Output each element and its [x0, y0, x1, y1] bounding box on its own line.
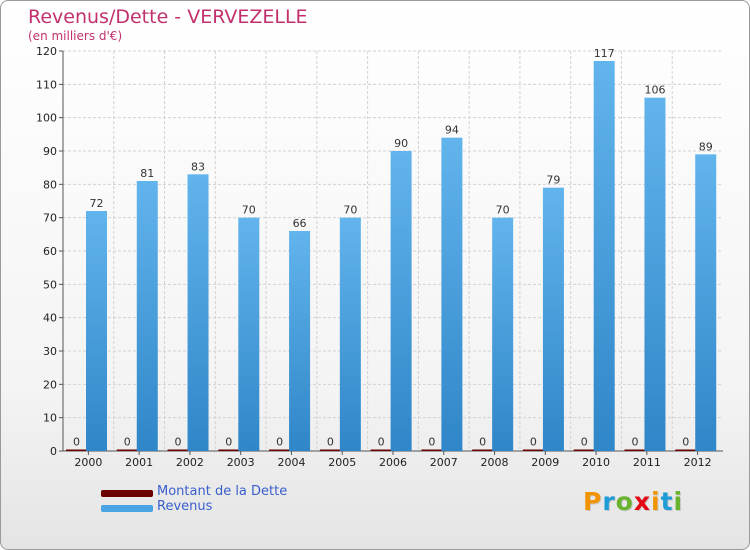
- data-label-revenus: 70: [343, 204, 357, 217]
- x-tick-label: 2003: [227, 456, 255, 469]
- y-tick-label: 120: [36, 45, 57, 58]
- y-tick-label: 100: [36, 112, 57, 125]
- x-tick-label: 2010: [582, 456, 610, 469]
- data-label-revenus: 90: [394, 137, 408, 150]
- data-label-dette: 0: [479, 436, 486, 449]
- data-label-dette: 0: [378, 436, 385, 449]
- y-tick-label: 10: [43, 412, 57, 425]
- bar-dette: [522, 449, 544, 451]
- legend-label-revenus: Revenus: [157, 499, 213, 514]
- bar-revenus: [441, 137, 463, 451]
- x-tick-label: 2011: [633, 456, 661, 469]
- data-label-revenus: 72: [90, 197, 104, 210]
- data-label-revenus: 79: [546, 174, 560, 187]
- proxiti-logo: Proxiti: [583, 487, 683, 516]
- data-labels: 0 72 0 81 0 83 0 70 0 66 0 70 0 90 0 94 0 70 0 79 0 117 0 106 0 8…: [73, 47, 713, 449]
- y-tick-label: 50: [43, 278, 57, 291]
- y-tick-label: 40: [43, 312, 57, 325]
- y-tick-label: 110: [36, 78, 57, 91]
- bar-dette: [116, 449, 138, 451]
- x-tick-label: 2005: [328, 456, 356, 469]
- x-tick-label: 2004: [277, 456, 305, 469]
- y-tick-label: 90: [43, 145, 57, 158]
- logo-letter: i: [673, 487, 684, 516]
- bar-dette: [167, 449, 189, 451]
- bar-revenus: [593, 61, 615, 451]
- bar-revenus: [289, 231, 311, 451]
- bar-revenus: [492, 217, 514, 451]
- data-label-revenus: 89: [699, 140, 713, 153]
- data-label-dette: 0: [631, 436, 638, 449]
- x-tick-label: 2001: [125, 456, 153, 469]
- x-tick-label: 2002: [176, 456, 204, 469]
- bar-dette: [370, 449, 392, 451]
- x-tick-label: 2006: [379, 456, 407, 469]
- data-label-revenus: 83: [191, 160, 205, 173]
- logo-letter: o: [615, 487, 634, 516]
- x-tick-label: 2000: [74, 456, 102, 469]
- logo-letter: x: [633, 487, 651, 516]
- bar-revenus: [644, 97, 666, 452]
- bar-revenus: [339, 217, 361, 451]
- bar-dette: [573, 449, 595, 451]
- data-label-revenus: 117: [594, 47, 615, 60]
- x-tick-label: 2007: [430, 456, 458, 469]
- bar-dette: [472, 449, 494, 451]
- logo-letter: r: [602, 487, 616, 516]
- data-label-revenus: 70: [496, 204, 510, 217]
- y-tick-label: 70: [43, 212, 57, 225]
- bars: [66, 61, 717, 452]
- chart-subtitle: (en milliers d'€): [28, 29, 123, 43]
- logo-letter: t: [660, 487, 674, 516]
- y-tick-label: 0: [50, 445, 57, 458]
- logo-letter: i: [651, 487, 661, 516]
- bar-dette: [218, 449, 240, 451]
- data-label-dette: 0: [530, 436, 537, 449]
- bar-revenus: [86, 211, 107, 451]
- legend-label-dette: Montant de la Dette: [157, 484, 288, 499]
- bar-revenus: [542, 187, 564, 451]
- legend-swatch-dette: [101, 490, 153, 497]
- data-label-revenus: 106: [644, 84, 665, 97]
- data-label-revenus: 70: [242, 204, 256, 217]
- bar-revenus: [187, 174, 209, 452]
- bar-dette: [421, 449, 443, 451]
- y-tick-label: 80: [43, 178, 57, 191]
- data-label-dette: 0: [124, 436, 131, 449]
- y-tick-label: 30: [43, 345, 57, 358]
- y-tick-label: 60: [43, 245, 57, 258]
- data-label-dette: 0: [225, 436, 232, 449]
- data-label-dette: 0: [327, 436, 334, 449]
- data-label-revenus: 81: [140, 167, 154, 180]
- axes: 0 10 20 30 40 50 60 70 80 90 100 110 120 2000 2001 2002…: [36, 45, 723, 469]
- bar-dette: [66, 449, 87, 451]
- x-tick-label: 2009: [531, 456, 559, 469]
- bar-dette: [624, 449, 646, 451]
- data-label-revenus: 66: [293, 217, 307, 230]
- bar-revenus: [136, 181, 158, 451]
- data-label-dette: 0: [175, 436, 182, 449]
- bar-revenus: [695, 154, 717, 452]
- x-tick-label: 2008: [481, 456, 509, 469]
- y-tick-label: 20: [43, 378, 57, 391]
- bar-revenus: [390, 151, 412, 451]
- data-label-dette: 0: [276, 436, 283, 449]
- legend-swatch-revenus: [101, 505, 153, 512]
- bar-dette: [319, 449, 341, 451]
- x-tick-label: 2012: [684, 456, 712, 469]
- bar-dette: [675, 449, 697, 451]
- bar-dette: [269, 449, 291, 451]
- logo-letter: P: [583, 487, 603, 516]
- chart-title: Revenus/Dette - VERVEZELLE: [28, 6, 308, 28]
- data-label-dette: 0: [428, 436, 435, 449]
- data-label-dette: 0: [682, 436, 689, 449]
- data-label-revenus: 94: [445, 124, 459, 137]
- bar-revenus: [238, 217, 260, 451]
- data-label-dette: 0: [581, 436, 588, 449]
- data-label-dette: 0: [73, 436, 80, 449]
